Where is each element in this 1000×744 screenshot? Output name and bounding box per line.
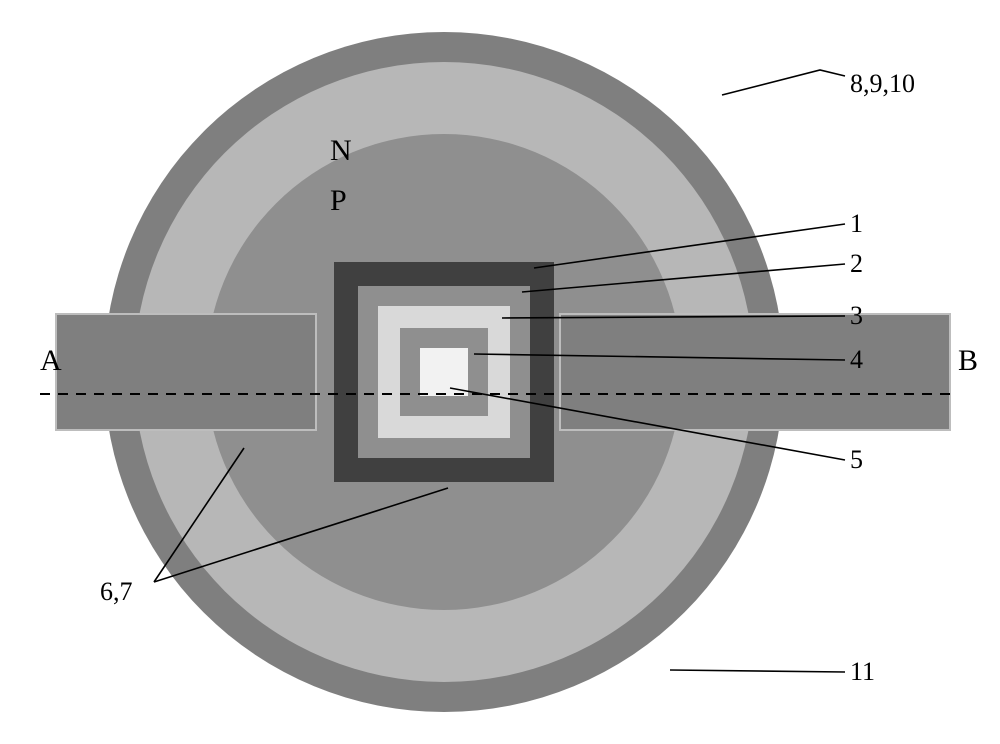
leader-8-9-10 bbox=[722, 70, 845, 95]
label-B: B bbox=[958, 344, 978, 377]
callout-4: 4 bbox=[850, 345, 863, 374]
callout-5: 5 bbox=[850, 445, 863, 474]
square-5 bbox=[420, 348, 468, 396]
callout-1: 1 bbox=[850, 209, 863, 238]
callout-11: 11 bbox=[850, 657, 875, 686]
leader-11 bbox=[670, 670, 845, 672]
label-A: A bbox=[40, 344, 62, 377]
callout-3: 3 bbox=[850, 301, 863, 330]
bar-right bbox=[560, 314, 950, 430]
callout-6-7: 6,7 bbox=[100, 577, 133, 606]
label-P: P bbox=[330, 184, 347, 217]
bar-left bbox=[56, 314, 316, 430]
callout-8-9-10: 8,9,10 bbox=[850, 69, 915, 98]
callout-2: 2 bbox=[850, 249, 863, 278]
label-N: N bbox=[330, 134, 352, 167]
